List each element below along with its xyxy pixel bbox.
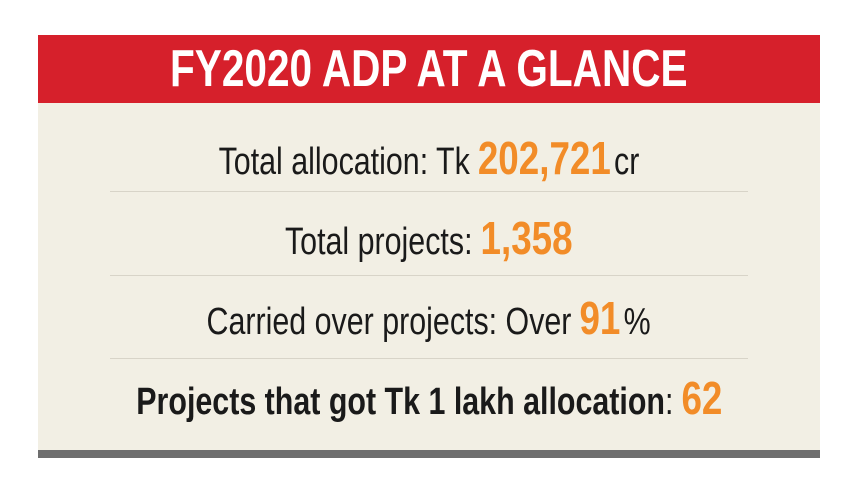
separator-line <box>110 275 748 276</box>
row: Projects that got Tk 1 lakh allocation: 6… <box>38 357 820 439</box>
separator-line <box>110 358 748 359</box>
header: FY2020 ADP AT A GLANCE <box>38 35 820 103</box>
row: Total projects: 1,358 <box>38 197 820 279</box>
value: 202,721 <box>477 132 611 184</box>
value: 62 <box>681 372 723 424</box>
label: Total allocation: Tk <box>218 141 470 183</box>
title: FY2020 ADP AT A GLANCE <box>170 40 688 98</box>
row: Total allocation: Tk 202,721cr <box>38 117 820 199</box>
value: 1,358 <box>480 212 573 264</box>
separator-line <box>110 191 748 192</box>
label: Total projects: <box>285 221 473 263</box>
bottom-rule <box>38 450 820 458</box>
unit: cr <box>614 141 640 183</box>
label: Carried over projects: Over <box>206 301 572 343</box>
infobox: FY2020 ADP AT A GLANCE Total allocation:… <box>38 35 820 455</box>
value: 91 <box>579 292 621 344</box>
separator: : <box>664 381 674 423</box>
row: Carried over projects: Over 91% <box>38 277 820 359</box>
label: Projects that got Tk 1 lakh allocation <box>135 381 665 423</box>
unit: % <box>624 301 652 343</box>
